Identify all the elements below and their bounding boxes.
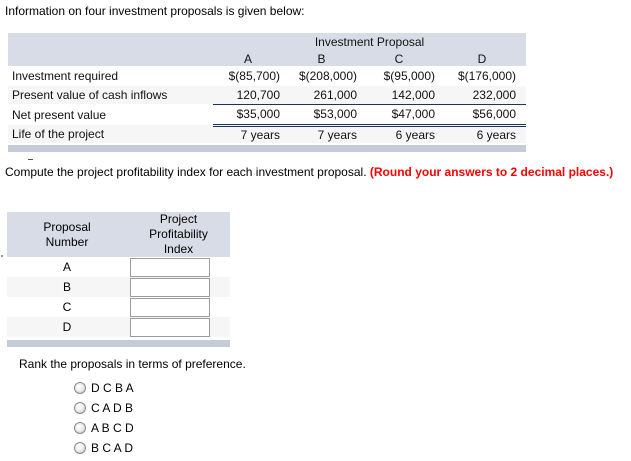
radio-icon[interactable] <box>74 442 86 454</box>
cell-value: $47,000 <box>360 104 438 127</box>
table-corner-cell <box>8 33 213 51</box>
profitability-index-table: Proposal Number Project Profitability In… <box>7 212 230 337</box>
stray-mark <box>28 159 33 160</box>
row-label: Present value of cash inflows <box>8 86 213 104</box>
cell-value: 7 years <box>213 125 283 143</box>
stray-mark <box>1 255 3 257</box>
cell-value: $(208,000) <box>298 69 357 83</box>
group-header: Investment Proposal <box>213 33 527 51</box>
cell-value: 6 years <box>360 125 438 143</box>
cell-value: $(95,000) <box>383 69 435 83</box>
radio-icon[interactable] <box>74 382 86 394</box>
col-header-d: D <box>438 51 527 66</box>
header-proposal-number: Proposal Number <box>43 219 91 249</box>
cell-value: 120,700 <box>213 86 283 105</box>
radio-label: A B C D <box>91 421 134 435</box>
ppi-input-d[interactable] <box>130 317 210 337</box>
radio-option-bcad[interactable]: B C A D <box>74 441 133 455</box>
radio-icon[interactable] <box>74 422 86 434</box>
cell-value: $35,000 <box>213 104 283 127</box>
row-label: D <box>62 320 72 334</box>
index-table-header: Proposal Number Project Profitability In… <box>7 212 230 257</box>
rank-prompt: Rank the proposals in terms of preferenc… <box>19 357 246 371</box>
cell-value: $56,000 <box>438 104 527 127</box>
radio-option-dcba[interactable]: D C B A <box>74 381 134 395</box>
cell-value: 7 years <box>283 125 360 143</box>
table-corner-cell <box>8 51 213 66</box>
table-row: Life of the project 7 years 7 years 6 ye… <box>8 125 527 143</box>
col-header-c: C <box>360 51 438 66</box>
radio-label: B C A D <box>91 441 134 455</box>
cell-value: $53,000 <box>283 104 360 127</box>
row-label: A <box>62 260 71 274</box>
index-row-a: A <box>7 257 230 277</box>
index-row-c: C <box>7 297 230 317</box>
radio-option-abcd[interactable]: A B C D <box>74 421 134 435</box>
investment-proposal-table: Investment Proposal A B C D Investment r… <box>8 33 527 143</box>
row-label: Net present value <box>12 107 107 122</box>
table-row: Net present value $35,000 $53,000 $47,00… <box>8 104 527 127</box>
cell-value: 261,000 <box>283 86 360 105</box>
col-header-a: A <box>213 51 283 66</box>
row-label: Life of the project <box>8 125 213 143</box>
table-row: Present value of cash inflows 120,700 26… <box>8 86 527 105</box>
intro-text: Information on four investment proposals… <box>5 4 305 18</box>
ppi-input-a[interactable] <box>130 257 210 277</box>
index-row-d: D <box>7 317 230 337</box>
row-label: Investment required <box>12 69 119 83</box>
col-header-b: B <box>283 51 360 66</box>
ppi-input-b[interactable] <box>130 277 210 297</box>
radio-label: D C B A <box>91 381 134 395</box>
cell-value: 232,000 <box>438 86 527 105</box>
compute-instruction: Compute the project profitability index … <box>5 163 627 183</box>
rounding-note: (Round your answers to 2 decimal places.… <box>369 165 614 179</box>
row-label: B <box>62 280 71 294</box>
index-row-b: B <box>7 277 230 297</box>
cell-value: $(176,000) <box>457 69 517 83</box>
cell-value: 6 years <box>438 125 527 143</box>
header-project-profitability-index: Project Profitability Index <box>149 212 208 256</box>
ppi-input-c[interactable] <box>130 297 210 317</box>
table-row: Investment required $(85,700) $(208,000)… <box>8 66 526 86</box>
cell-value: $(85,700) <box>228 69 280 83</box>
radio-icon[interactable] <box>74 402 86 414</box>
compute-instruction-text: Compute the project profitability index … <box>5 165 367 179</box>
row-label: C <box>62 300 72 314</box>
table-bottom-bar <box>7 340 230 347</box>
radio-label: C A D B <box>91 401 134 415</box>
cell-value: 142,000 <box>360 86 438 105</box>
radio-option-cadb[interactable]: C A D B <box>74 401 133 415</box>
table-bottom-bar <box>8 145 526 152</box>
